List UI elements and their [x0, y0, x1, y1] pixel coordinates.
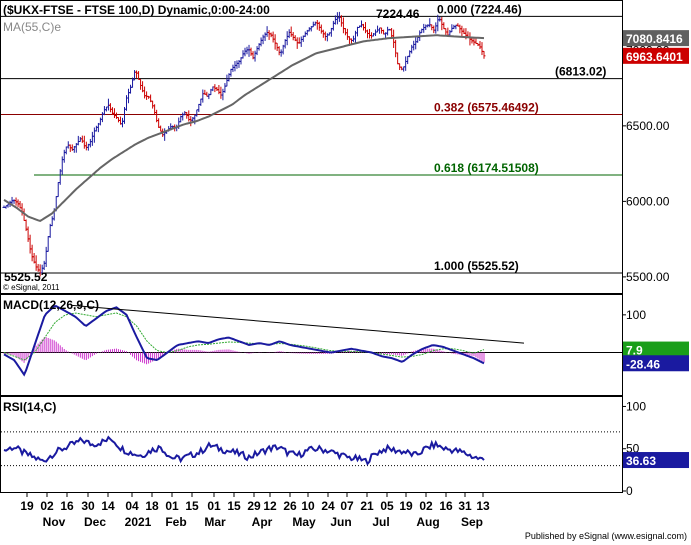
fib-level-label: 0.382 (6575.46492)	[434, 100, 539, 114]
x-axis-day-label: 04	[125, 499, 139, 513]
x-axis-month-label: Aug	[416, 515, 439, 529]
chart-title: ($UKX-FTSE - FTSE 100,D) Dynamic,0:00-24…	[3, 3, 270, 17]
x-axis-month-label: Jun	[330, 515, 351, 529]
x-axis-day-label: 19	[399, 499, 413, 513]
x-axis-day-label: 18	[145, 499, 159, 513]
x-axis-month-label: Mar	[204, 515, 226, 529]
fib-level-label: 0.000 (7224.46)	[437, 2, 522, 16]
x-axis-month-label: Dec	[84, 515, 106, 529]
x-axis-day-label: 01	[165, 499, 179, 513]
x-axis-day-label: 29	[247, 499, 261, 513]
x-axis-day-label: 10	[301, 499, 315, 513]
price-low-annotation: 5525.52	[4, 270, 48, 284]
rsi-value-badge-bg	[623, 452, 689, 469]
rsi-value-badge: 36.63	[626, 454, 656, 468]
copyright-label: © eSignal, 2011	[3, 283, 60, 292]
x-axis-day-label: 31	[458, 499, 472, 513]
x-axis-day-label: 26	[283, 499, 297, 513]
x-axis-day-label: 13	[476, 499, 490, 513]
y-axis-tick-label: 100	[626, 399, 646, 413]
x-axis-day-label: 05	[380, 499, 394, 513]
x-axis-day-label: 21	[360, 499, 374, 513]
macd-signal-badge-bg	[623, 341, 689, 358]
ma-legend: MA(55,C)e	[3, 20, 61, 34]
x-axis-month-label: Nov	[43, 515, 66, 529]
y-axis-tick-label: 100	[626, 308, 646, 322]
x-axis-day-label: 07	[340, 499, 354, 513]
macd-signal-badge: 7.9	[626, 344, 643, 358]
y-axis-tick-label: 6500.00	[626, 119, 670, 133]
last-price-badge-bg	[623, 47, 689, 64]
x-axis-month-label: May	[292, 515, 316, 529]
last-price-badge: 6963.6401	[626, 50, 683, 64]
ma-value-badge: 7080.8416	[626, 32, 683, 46]
y-axis-tick-label: 5500.00	[626, 270, 670, 284]
x-axis-day-label: 14	[101, 499, 115, 513]
x-axis-day-label: 12	[263, 499, 277, 513]
x-axis-month-label: Apr	[252, 515, 273, 529]
y-axis-tick-label: 6000.00	[626, 194, 670, 208]
x-axis-day-label: 01	[207, 499, 221, 513]
fib-level-label: 1.000 (5525.52)	[434, 259, 519, 273]
x-axis-day-label: 16	[60, 499, 74, 513]
x-axis-day-label: 02	[419, 499, 433, 513]
rsi-title: RSI(14,C)	[3, 400, 56, 414]
x-axis-day-label: 19	[20, 499, 34, 513]
x-axis-day-label: 30	[81, 499, 95, 513]
x-axis-month-label: Jul	[372, 515, 389, 529]
x-axis-day-label: 02	[40, 499, 54, 513]
x-axis-day-label: 24	[321, 499, 335, 513]
x-axis-month-label: 2021	[125, 515, 152, 529]
x-axis-month-label: Sep	[461, 515, 483, 529]
macd-line	[3, 305, 485, 377]
macd-value-badge-bg	[623, 355, 689, 372]
macd-value-badge: -28.46	[626, 357, 660, 371]
x-axis-day-label: 16	[439, 499, 453, 513]
rsi-line	[3, 435, 485, 466]
x-axis-day-label: 15	[185, 499, 199, 513]
ma-value-badge-bg	[623, 30, 689, 47]
fib-level-label: 0.618 (6174.51508)	[434, 161, 539, 175]
y-axis-tick-label: 0	[626, 484, 633, 498]
price-panel	[0, 0, 623, 294]
ma55-line	[3, 34, 485, 222]
x-axis-day-label: 15	[227, 499, 241, 513]
fib-level-label: (6813.02)	[555, 65, 606, 79]
rsi-panel	[0, 396, 623, 493]
price-high-annotation: 7224.46	[376, 7, 420, 21]
macd-trendline	[71, 304, 525, 344]
x-axis-month-label: Feb	[165, 515, 186, 529]
footer-text: Published by eSignal (www.esignal.com)	[525, 531, 687, 541]
macd-title: MACD(12,26,9,C)	[3, 298, 99, 312]
